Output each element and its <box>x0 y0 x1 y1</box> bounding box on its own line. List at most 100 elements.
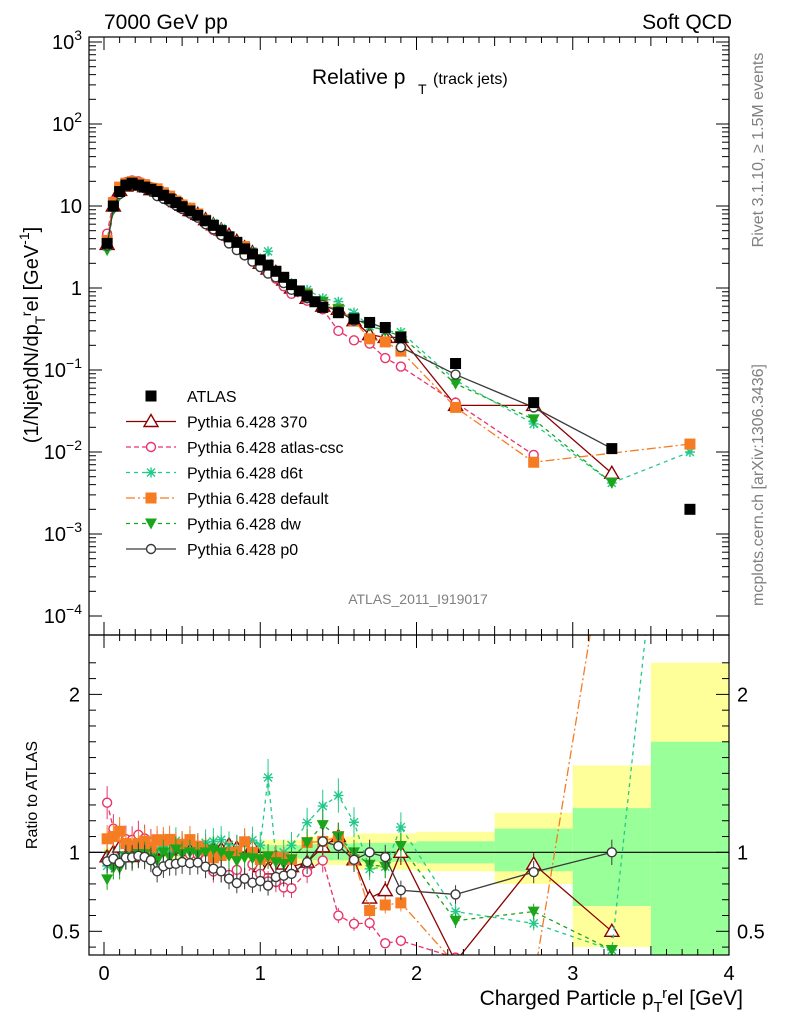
ratio-series <box>98 216 695 986</box>
point-p370 <box>603 464 621 479</box>
y-tick-base: 10 <box>44 442 66 464</box>
ratio-point-atlas_csc <box>286 883 297 894</box>
ratio-y-tick-label-right: 1 <box>737 842 748 864</box>
ratio-point-p0 <box>239 873 250 884</box>
ratio-point-atlas_csc <box>333 910 344 921</box>
y-tick-label: 10 <box>60 196 82 218</box>
ratio-y-tick-label-right: 0.5 <box>737 921 765 943</box>
point-atlas <box>107 200 119 212</box>
ratio-point-atlas_csc <box>101 797 113 808</box>
point-atlas <box>309 296 321 308</box>
legend-label-default: Pythia 6.428 default <box>187 491 329 508</box>
ratio-point-p0 <box>450 889 461 900</box>
ratio-point-p0 <box>255 875 266 887</box>
ratio-point-default <box>364 905 376 917</box>
ratio-point-dw <box>101 874 114 886</box>
y-tick-label: 10−3 <box>44 519 82 546</box>
point-d6t <box>684 447 695 457</box>
y-tick-base: 10 <box>52 32 74 54</box>
ratio-point-p0 <box>528 866 539 878</box>
point-atlas <box>164 193 176 205</box>
point-atlas_csc <box>333 325 344 337</box>
point-atlas <box>332 307 344 319</box>
main-y-axis-title-text: (1/Njet)dN/dpTrel [GeV-1] <box>16 227 48 443</box>
point-atlas <box>528 397 540 409</box>
point-atlas <box>114 186 126 198</box>
point-atlas <box>126 177 138 189</box>
ratio-point-default <box>120 838 132 850</box>
point-default <box>450 401 462 413</box>
ratio-y-tick-label: 0.5 <box>52 921 80 943</box>
ratio-point-default <box>184 834 196 846</box>
point-atlas <box>246 248 258 260</box>
point-atlas <box>132 179 144 191</box>
ratio-point-dw <box>316 820 329 832</box>
rivet-label: Rivet 3.1.10, ≥ 1.5M events <box>750 53 767 248</box>
ratio-point-dw <box>230 856 243 868</box>
point-atlas <box>139 181 151 193</box>
ratio-point-p0 <box>380 851 391 863</box>
ratio-point-dw <box>301 837 314 849</box>
ratio-point-d6t <box>263 772 274 783</box>
ratio-point-default <box>528 975 539 986</box>
ratio-point-p370 <box>454 953 457 955</box>
ratio-point-p0 <box>395 885 407 896</box>
ratio-point-atlas_csc <box>317 855 328 866</box>
ratio-y-axis-title: Ratio to ATLAS <box>24 741 41 849</box>
ratio-point-dw <box>363 859 376 871</box>
header-left: 7000 GeV pp <box>104 11 228 34</box>
legend-marker-atlas <box>145 390 157 402</box>
point-default <box>528 456 540 468</box>
point-atlas <box>231 236 243 248</box>
y-tick-base: 10 <box>52 114 74 136</box>
y-tick-exp: 2 <box>74 109 82 125</box>
ratio-point-p0 <box>262 880 274 891</box>
ratio-point-default <box>107 831 119 843</box>
point-atlas <box>293 285 305 297</box>
ratio-point-dw <box>157 847 170 859</box>
point-atlas <box>207 219 219 231</box>
ratio-point-dw <box>285 854 298 866</box>
point-atlas <box>364 316 376 328</box>
y-tick-base: 10 <box>44 360 66 382</box>
point-atlas <box>145 183 157 195</box>
point-default <box>364 333 376 345</box>
point-atlas <box>379 321 391 333</box>
ratio-y-tick-label-right: 2 <box>737 684 748 706</box>
ratio-point-p0 <box>301 857 313 868</box>
ratio-point-d6t <box>685 216 695 226</box>
point-atlas <box>151 186 163 198</box>
series-line-atlas_csc <box>106 179 535 456</box>
x-tick-label: 3 <box>567 963 578 985</box>
ratio-point-p0 <box>348 854 360 866</box>
point-atlas <box>170 197 182 209</box>
y-tick-label: 10−1 <box>44 355 82 382</box>
point-atlas <box>176 201 188 213</box>
ratio-point-default <box>151 834 163 846</box>
legend-label-p0: Pythia 6.428 p0 <box>187 542 298 559</box>
ratio-point-p0 <box>145 855 157 866</box>
legend-label-p370: Pythia 6.428 370 <box>187 415 307 432</box>
ratio-point-p0 <box>223 873 235 884</box>
y-tick-exp: −1 <box>66 355 82 371</box>
series-line-p370 <box>106 183 613 474</box>
point-dw <box>605 477 618 489</box>
point-atlas <box>262 259 274 271</box>
point-atlas <box>157 189 169 201</box>
point-atlas <box>317 301 329 313</box>
point-atlas_csc <box>348 335 360 346</box>
point-d6t <box>263 246 274 257</box>
point-d6t <box>333 296 344 307</box>
ratio-point-d6t <box>302 817 313 828</box>
point-atlas <box>239 243 251 255</box>
ratio-point-p0 <box>333 840 344 852</box>
ratio-point-default <box>114 825 126 837</box>
legend-marker-atlas_csc <box>145 441 157 453</box>
ratio-point-dw <box>223 851 235 863</box>
point-atlas <box>254 254 266 266</box>
ratio-point-d6t <box>528 918 539 929</box>
ratio-point-p370 <box>377 882 394 897</box>
mcplots-label: mcplots.cern.ch [arXiv:1306.3436] <box>750 364 767 606</box>
analysis-id: ATLAS_2011_I919017 <box>348 591 488 607</box>
